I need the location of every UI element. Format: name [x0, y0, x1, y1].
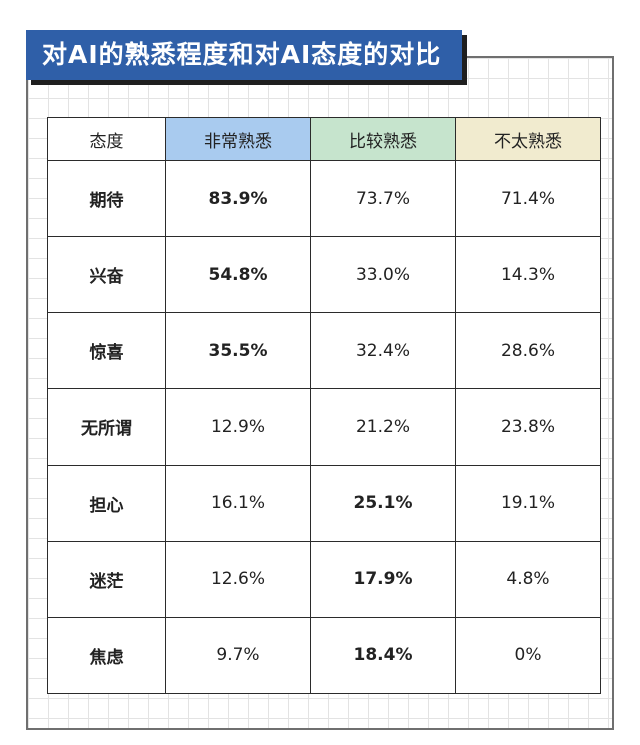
table-cell: 12.6% [165, 540, 311, 618]
row-label: 迷茫 [47, 540, 166, 618]
table-row: 无所谓 12.9% 21.2% 23.8% [47, 388, 601, 466]
table-cell: 12.9% [165, 388, 311, 466]
table-row: 担心 16.1% 25.1% 19.1% [47, 464, 601, 542]
table-row: 惊喜 35.5% 32.4% 28.6% [47, 312, 601, 390]
row-label: 无所谓 [47, 388, 166, 466]
header-not-familiar: 不太熟悉 [455, 117, 601, 161]
table-cell: 54.8% [165, 236, 311, 314]
header-fairly-familiar: 比较熟悉 [310, 117, 456, 161]
table-cell: 9.7% [165, 616, 311, 695]
table-cell: 19.1% [455, 464, 601, 542]
table-cell: 0% [455, 616, 601, 695]
comparison-table: 态度 非常熟悉 比较熟悉 不太熟悉 期待 83.9% 73.7% 71.4% 兴奋 54.… [47, 117, 601, 695]
table-cell: 14.3% [455, 236, 601, 314]
table-row: 迷茫 12.6% 17.9% 4.8% [47, 540, 601, 618]
page-title: 对AI的熟悉程度和对AI态度的对比 [26, 30, 462, 80]
table-cell: 73.7% [310, 159, 456, 238]
table-cell: 71.4% [455, 159, 601, 238]
header-very-familiar: 非常熟悉 [165, 117, 311, 161]
table-cell: 33.0% [310, 236, 456, 314]
table-cell: 28.6% [455, 312, 601, 390]
table-cell: 21.2% [310, 388, 456, 466]
table-cell: 25.1% [310, 464, 456, 542]
table-row: 兴奋 54.8% 33.0% 14.3% [47, 236, 601, 314]
row-label: 期待 [47, 159, 166, 238]
row-label: 惊喜 [47, 312, 166, 390]
table-header-row: 态度 非常熟悉 比较熟悉 不太熟悉 [47, 117, 601, 161]
table-cell: 18.4% [310, 616, 456, 695]
table-cell: 17.9% [310, 540, 456, 618]
table-cell: 35.5% [165, 312, 311, 390]
row-label: 焦虑 [47, 616, 166, 695]
table-cell: 16.1% [165, 464, 311, 542]
table-row: 期待 83.9% 73.7% 71.4% [47, 159, 601, 238]
table-cell: 32.4% [310, 312, 456, 390]
header-attitude: 态度 [47, 117, 166, 161]
table-cell: 83.9% [165, 159, 311, 238]
row-label: 兴奋 [47, 236, 166, 314]
table-cell: 23.8% [455, 388, 601, 466]
table-row: 焦虑 9.7% 18.4% 0% [47, 616, 601, 695]
row-label: 担心 [47, 464, 166, 542]
table-cell: 4.8% [455, 540, 601, 618]
